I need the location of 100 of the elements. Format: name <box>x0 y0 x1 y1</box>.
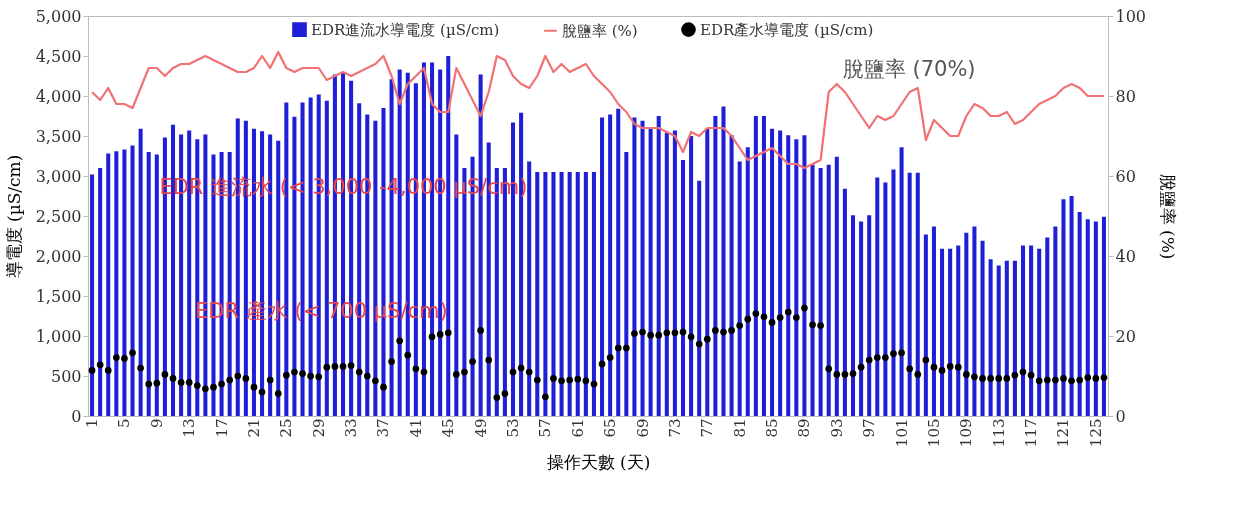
bar <box>802 135 807 416</box>
bar <box>834 156 839 416</box>
bar <box>680 160 686 416</box>
bar <box>122 149 127 416</box>
x-tick-label: 1 <box>83 418 102 429</box>
bar <box>1020 245 1026 416</box>
bar <box>980 240 985 416</box>
bar <box>721 106 726 416</box>
bar <box>535 172 540 416</box>
y-tick-label: 2,000 <box>35 246 82 266</box>
bar <box>850 215 856 416</box>
bar <box>689 136 694 416</box>
y-tick-label: 500 <box>50 366 82 386</box>
bar <box>996 265 1001 416</box>
x-tick-label: 9 <box>147 418 166 429</box>
bar <box>1077 212 1082 416</box>
bar <box>867 215 872 416</box>
x-tick-label: 13 <box>180 418 199 438</box>
x-tick-label: 101 <box>892 418 911 448</box>
bar <box>575 172 580 416</box>
x-tick-label: 5 <box>115 418 134 429</box>
x-tick-label: 85 <box>763 418 782 438</box>
bar <box>940 248 945 416</box>
bar <box>794 139 799 416</box>
x-tick-label: 41 <box>406 418 425 438</box>
bar <box>1053 226 1058 416</box>
legend-label: EDR進流水導電度 (µS/cm) <box>311 20 500 39</box>
bar <box>786 135 791 416</box>
y-tick-label: 1,000 <box>35 326 82 346</box>
bar <box>567 172 572 416</box>
bar <box>583 172 588 416</box>
y-tick-label: 2,500 <box>35 206 82 226</box>
annotation: 脫鹽率 (70%) <box>842 57 976 81</box>
y-tick-label: 3,500 <box>35 126 82 146</box>
x-tick-label: 61 <box>568 418 587 438</box>
bar <box>964 232 969 416</box>
bar <box>600 117 605 416</box>
bar <box>761 116 766 416</box>
y-tick-label: 4,000 <box>35 86 82 106</box>
bar <box>988 259 993 416</box>
bar <box>672 130 677 416</box>
bar <box>90 174 95 416</box>
x-tick-label: 45 <box>439 418 458 438</box>
y2-axis-title: 脫鹽率 (%) <box>1158 173 1179 260</box>
bar <box>640 120 645 416</box>
x-tick-label: 109 <box>957 418 976 448</box>
x-tick-label: 17 <box>212 418 231 438</box>
x-tick-label: 65 <box>601 418 620 438</box>
bar <box>737 161 742 416</box>
legend-label: EDR產水導電度 (µS/cm) <box>700 20 874 39</box>
bar <box>1037 248 1042 416</box>
x-tick-label: 93 <box>827 418 846 438</box>
bar <box>551 172 556 416</box>
bar <box>810 164 815 416</box>
bar <box>543 172 548 416</box>
bar <box>826 164 831 416</box>
bar <box>1093 221 1098 416</box>
y2-tick-label: 80 <box>1115 86 1136 106</box>
bar <box>624 152 629 416</box>
bar <box>98 168 103 416</box>
legend-label: 脫鹽率 (%) <box>562 21 638 40</box>
x-tick-label: 25 <box>277 418 296 438</box>
bar <box>130 145 135 416</box>
bar <box>1029 245 1034 416</box>
bar <box>632 117 637 416</box>
bar <box>114 151 119 416</box>
bar <box>972 226 977 416</box>
bar <box>705 128 710 416</box>
bar <box>591 172 596 416</box>
x-tick-label: 97 <box>860 418 879 438</box>
bar <box>608 114 613 416</box>
x-tick-label: 57 <box>536 418 555 438</box>
bar <box>891 169 896 416</box>
bar <box>1012 260 1017 416</box>
y-tick-label: 3,000 <box>35 166 82 186</box>
bar <box>1101 216 1106 416</box>
y-tick-label: 1,500 <box>35 286 82 306</box>
bar <box>883 182 888 416</box>
bar <box>899 147 904 416</box>
x-tick-label: 33 <box>342 418 361 438</box>
bar <box>1061 199 1066 416</box>
bar <box>915 172 920 416</box>
bar <box>106 153 111 416</box>
line-series <box>90 50 1106 170</box>
bar <box>753 116 758 416</box>
x-tick-label: 113 <box>989 418 1008 448</box>
bar <box>948 248 953 416</box>
bar <box>859 221 864 416</box>
bar <box>770 128 775 416</box>
bar <box>923 234 928 416</box>
y-tick-label: 5,000 <box>35 6 82 26</box>
x-tick-label: 37 <box>374 418 393 438</box>
bar <box>446 56 451 416</box>
bar <box>559 172 564 416</box>
x-tick-label: 105 <box>924 418 943 448</box>
bar <box>1085 219 1090 416</box>
x-axis-title: 操作天數 (天) <box>546 452 651 473</box>
x-tick-label: 77 <box>698 418 717 438</box>
bar <box>1004 260 1009 416</box>
x-tick-label: 53 <box>504 418 522 438</box>
